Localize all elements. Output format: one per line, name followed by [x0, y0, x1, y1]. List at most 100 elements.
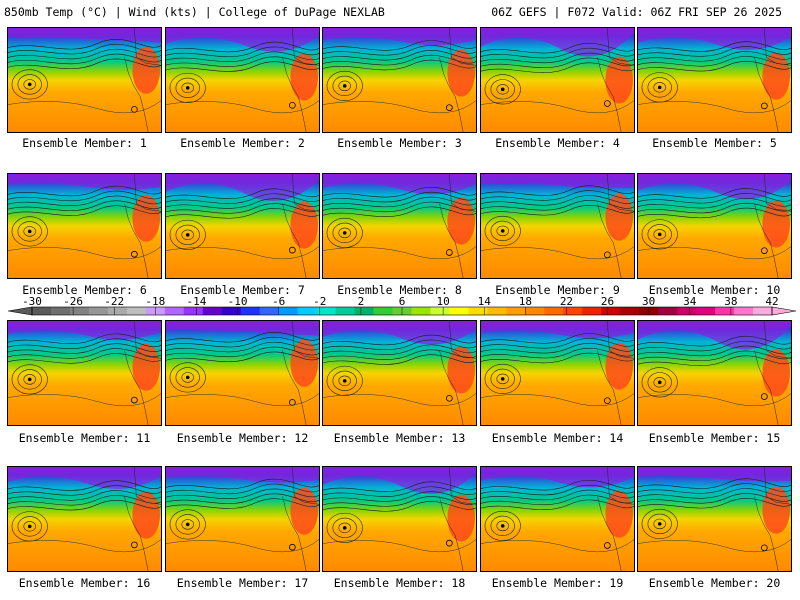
cold-air-region — [638, 467, 791, 482]
height-contour — [23, 226, 36, 237]
jet-stream-isotach — [323, 54, 476, 66]
height-contour — [326, 217, 363, 248]
circulation-center — [342, 84, 347, 88]
height-contour — [326, 512, 363, 543]
height-contour — [653, 518, 666, 530]
height-contour — [181, 82, 194, 94]
jet-stream-isotach — [323, 481, 476, 492]
colorbar-segment — [411, 307, 431, 315]
jet-stream-isotach — [166, 193, 319, 204]
jet-stream-isotach — [8, 185, 161, 197]
circulation-center — [130, 541, 138, 549]
jet-stream-isotach — [638, 483, 791, 494]
jet-stream-isotach — [638, 345, 791, 357]
warm-air-region — [132, 343, 161, 391]
warm-air-region — [132, 194, 161, 242]
jet-stream-isotach — [481, 489, 634, 501]
colorbar-tick-label: -2 — [313, 296, 326, 308]
colorbar-segment — [449, 307, 469, 315]
border-line — [764, 28, 791, 66]
jet-stream-isotach — [8, 39, 161, 50]
jet-stream-isotach — [8, 200, 161, 211]
colorbar-segment — [677, 307, 697, 315]
ensemble-label-1: Ensemble Member: 1 — [22, 136, 147, 150]
colorbar-tick-label: 34 — [683, 296, 697, 308]
cold-air-region — [166, 28, 319, 52]
ensemble-map-2 — [165, 27, 320, 133]
jet-stream-isotach — [323, 344, 476, 355]
circulation-center — [500, 229, 505, 233]
height-contour — [175, 224, 200, 245]
jet-stream-isotach — [323, 191, 476, 203]
colorbar-segment — [240, 307, 261, 315]
colorbar-segment — [601, 307, 621, 315]
border-line — [764, 174, 791, 212]
jet-stream-isotach — [481, 479, 634, 491]
height-contour — [647, 77, 672, 98]
jet-stream-isotach — [481, 185, 634, 196]
warm-air-region — [290, 53, 319, 101]
coastline — [754, 496, 779, 571]
warm-air-region — [605, 56, 634, 104]
jet-stream-isotach — [638, 335, 791, 347]
colorbar-tick-label: -6 — [272, 296, 285, 308]
height-contour — [8, 246, 161, 260]
jet-stream-isotach — [8, 58, 161, 70]
jet-stream-isotach — [323, 201, 476, 213]
ensemble-map-18 — [322, 466, 477, 572]
colorbar-segment — [335, 307, 356, 315]
border-line — [292, 321, 319, 359]
height-contour — [169, 362, 206, 393]
ensemble-map-16 — [7, 466, 162, 572]
height-contour — [17, 516, 42, 537]
colorbar-low-arrow — [7, 306, 33, 316]
circulation-center — [27, 82, 32, 87]
coastline — [597, 350, 622, 425]
jet-stream-isotach — [481, 494, 634, 506]
height-contour — [647, 513, 672, 535]
colorbar-tick-label: 10 — [436, 296, 449, 308]
colorbar-segment — [563, 307, 583, 315]
jet-stream-isotach — [481, 195, 634, 206]
ensemble-map-11 — [7, 320, 162, 426]
jet-stream-isotach — [481, 352, 634, 364]
cold-air-region — [638, 321, 791, 350]
height-contour — [323, 539, 476, 553]
ensemble-label-12: Ensemble Member: 12 — [176, 431, 309, 445]
jet-stream-isotach — [481, 343, 634, 354]
jet-stream-isotach — [323, 491, 476, 502]
height-contour — [638, 539, 791, 553]
colorbar-segment — [316, 307, 337, 315]
colorbar-segment — [164, 307, 185, 315]
height-contour — [338, 375, 351, 387]
coastline — [597, 203, 622, 278]
coastline — [282, 203, 307, 278]
jet-stream-isotach — [166, 46, 319, 58]
warm-air-region — [605, 490, 634, 538]
circulation-center — [185, 86, 190, 90]
height-contour — [638, 100, 791, 114]
jet-stream-isotach — [166, 51, 319, 62]
coastline — [439, 203, 464, 278]
jet-stream-isotach — [481, 47, 634, 59]
colorbar-segment — [183, 307, 204, 315]
height-contour — [641, 367, 678, 398]
height-contour — [490, 515, 515, 536]
colorbar-segment — [145, 307, 166, 315]
height-contour — [23, 521, 36, 532]
colorbar-segment — [753, 307, 773, 315]
height-contour — [484, 215, 521, 246]
jet-stream-isotach — [323, 45, 476, 56]
circulation-center — [603, 251, 611, 259]
jet-stream-isotach — [8, 333, 161, 344]
jet-stream-isotach — [166, 203, 319, 214]
ensemble-map-3 — [322, 27, 477, 133]
height-contour — [641, 219, 678, 250]
colorbar-segment — [430, 307, 450, 315]
border-line — [764, 321, 791, 359]
ensemble-label-18: Ensemble Member: 18 — [333, 576, 466, 590]
colorbar-segment — [297, 307, 318, 315]
map-title: 850mb Temp (°C) | Wind (kts) | College o… — [4, 5, 385, 19]
ensemble-map-10 — [637, 173, 792, 279]
height-contour — [323, 393, 476, 407]
